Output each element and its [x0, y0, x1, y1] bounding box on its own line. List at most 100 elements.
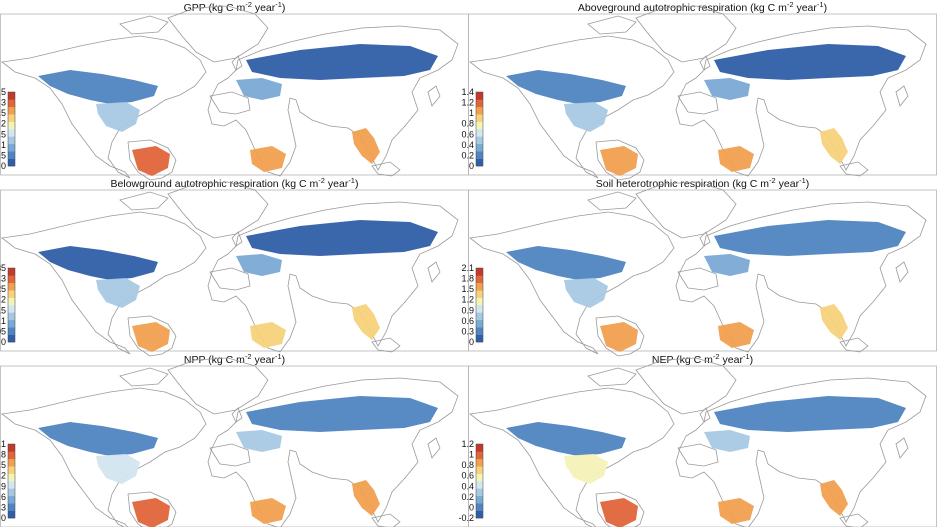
colorbar-segment	[476, 129, 483, 137]
region-central-africa	[718, 322, 754, 348]
colorbar-segment	[8, 129, 15, 137]
colorbar-tick-label: 2.1	[461, 263, 474, 273]
colorbar-segment	[476, 297, 483, 306]
region-canada-boreal	[506, 246, 626, 280]
region-canada-boreal	[506, 422, 626, 456]
map-panel: Belowground autotrophic respiration (kg …	[0, 176, 469, 357]
colorbar-frame	[7, 267, 16, 343]
colorbar-segment	[476, 151, 483, 159]
colorbar-tick-label: 0.35	[0, 263, 6, 273]
colorbar-segment	[8, 99, 15, 108]
colorbar-segment	[8, 334, 15, 343]
colorbar-tick-label: 0.3	[0, 274, 6, 284]
colorbar-segment	[476, 114, 483, 122]
region-central-africa	[718, 498, 754, 524]
region-eastern-us	[564, 454, 608, 484]
colorbar-segment	[476, 503, 483, 511]
colorbar-tick-label: 0.5	[0, 150, 6, 160]
colorbar-tick-label: 2.5	[0, 108, 6, 118]
colorbar-tick-label: 0	[469, 337, 474, 347]
colorbar-segment	[476, 121, 483, 130]
colorbar-segment	[8, 488, 15, 497]
region-southeast-asia	[820, 480, 848, 516]
region-europe	[704, 430, 750, 452]
region-southeast-asia	[352, 128, 380, 164]
colorbar-tick-label: 1.8	[0, 450, 6, 460]
colorbar-tick-label: 0.6	[461, 129, 474, 139]
colorbar-tick-label: 1.5	[0, 460, 6, 470]
colorbar-frame	[475, 91, 484, 167]
colorbar-frame	[475, 443, 484, 519]
colorbar-segment	[476, 290, 483, 298]
colorbar-segment	[8, 143, 15, 152]
colorbar-segment	[8, 282, 15, 291]
colorbar-tick-label: 1.2	[461, 98, 474, 108]
panel-title: NPP (kg C m-2 year-1)	[184, 352, 285, 366]
colorbar-tick-label: 0.05	[0, 326, 6, 336]
colorbar-segment	[476, 444, 483, 452]
panel-title: Soil heterotrophic respiration (kg C m-2…	[596, 176, 810, 190]
colorbar-tick-label: 3	[1, 98, 6, 108]
region-siberia	[714, 44, 906, 80]
colorbar-tick-label: 0.6	[461, 471, 474, 481]
region-eastern-us	[564, 278, 608, 308]
colorbar-segment	[476, 99, 483, 108]
colorbar-tick-label: 0.6	[461, 316, 474, 326]
colorbar-tick-label: -0.2	[458, 513, 474, 523]
colorbar-tick-label: 0	[1, 513, 6, 523]
region-central-africa	[718, 146, 754, 172]
region-southeast-asia	[352, 304, 380, 340]
colorbar-tick-label: 3.5	[0, 87, 6, 97]
colorbar-segment	[8, 458, 15, 467]
colorbar-tick-label: 0.2	[0, 295, 6, 305]
map-panel: NPP (kg C m-2 year-1)2.11.81.51.20.90.60…	[0, 352, 469, 527]
colorbar-segment	[476, 473, 483, 482]
colorbar-segment	[476, 458, 483, 467]
colorbar-frame	[7, 443, 16, 519]
region-amazon	[600, 146, 638, 176]
colorbar-segment	[8, 451, 15, 460]
colorbar-segment	[476, 158, 483, 167]
colorbar-tick-label: 1.5	[0, 129, 6, 139]
colorbar-segment	[476, 466, 483, 474]
colorbar-segment	[8, 481, 15, 489]
colorbar-tick-label: 0.15	[0, 305, 6, 315]
panel-title: Aboveground autotrophic respiration (kg …	[578, 0, 827, 14]
colorbar-segment	[476, 106, 483, 115]
colorbar-segment	[8, 495, 15, 504]
colorbar-segment	[476, 334, 483, 343]
colorbar-segment	[8, 510, 15, 519]
colorbar-segment	[476, 312, 483, 321]
colorbar-segment	[8, 92, 15, 100]
colorbar-tick-label: 1.2	[461, 439, 474, 449]
colorbar-segment	[8, 268, 15, 276]
map-panel: Aboveground autotrophic respiration (kg …	[461, 0, 937, 181]
region-europe	[236, 430, 282, 452]
region-amazon	[600, 498, 638, 527]
colorbar-segment	[8, 319, 15, 328]
map-panel: NEP (kg C m-2 year-1) 1.210.80.60.40.20-0…	[458, 352, 937, 527]
colorbar-segment	[8, 158, 15, 167]
colorbar-tick-label: 1.2	[461, 295, 474, 305]
region-eastern-us	[96, 102, 140, 132]
colorbar-tick-label: 1.8	[461, 274, 474, 284]
colorbar-segment	[8, 305, 15, 313]
colorbar-tick-label: 0	[1, 337, 6, 347]
colorbar-segment	[8, 473, 15, 482]
colorbar-segment	[476, 305, 483, 313]
colorbar-tick-label: 0.8	[461, 460, 474, 470]
region-central-africa	[250, 498, 286, 524]
region-europe	[704, 78, 750, 100]
colorbar-frame	[7, 91, 16, 167]
colorbar-tick-label: 0.3	[461, 326, 474, 336]
region-siberia	[714, 220, 906, 256]
region-siberia	[246, 396, 438, 432]
panel-title: NEP (kg C m-2 year-1)	[652, 352, 753, 366]
colorbar-tick-label: 1.5	[461, 284, 474, 294]
region-central-africa	[250, 146, 286, 172]
region-europe	[236, 254, 282, 276]
region-eastern-us	[96, 454, 140, 484]
region-canada-boreal	[38, 422, 158, 456]
colorbar-tick-label: 0	[469, 161, 474, 171]
colorbar-tick-label: 0.9	[0, 481, 6, 491]
